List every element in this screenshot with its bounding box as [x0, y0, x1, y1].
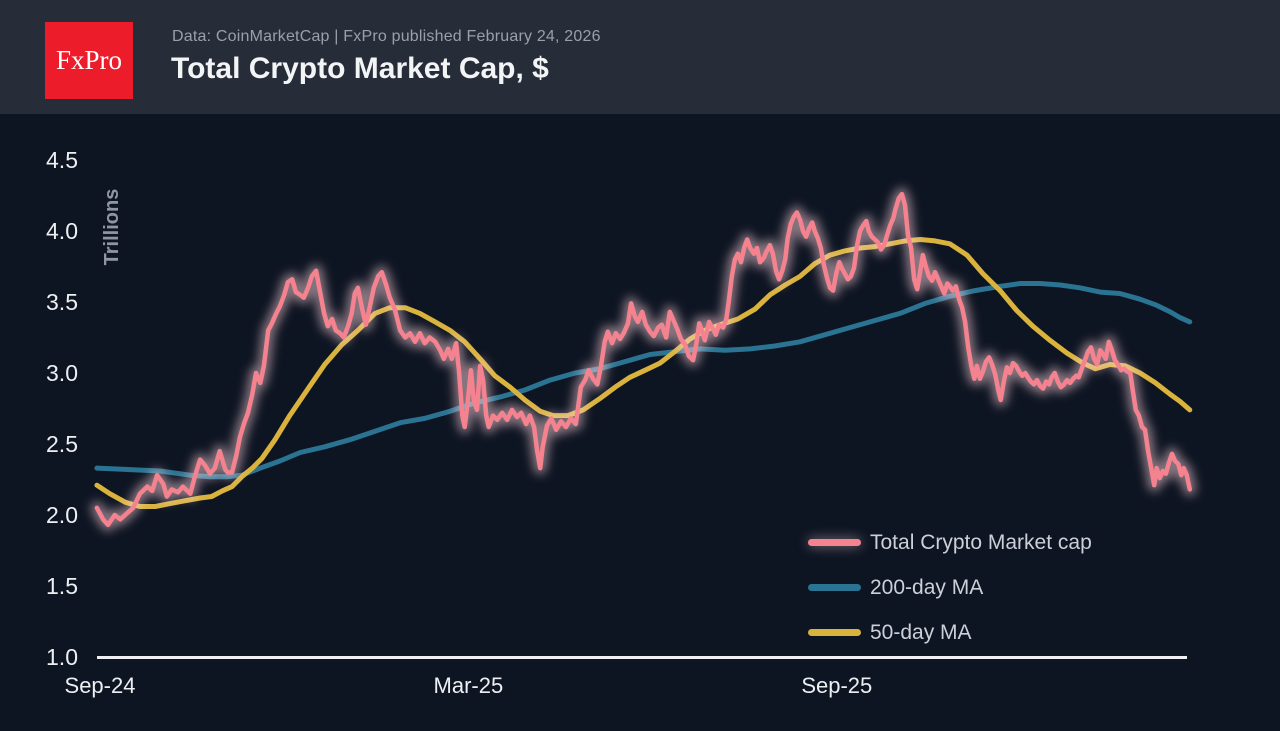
legend-swatch-50-day-ma [808, 629, 861, 636]
series-total-crypto-market-cap-glow [90, 187, 1197, 532]
legend-label-50-day-ma: 50-day MA [870, 620, 972, 644]
header-bar: FxPro Data: CoinMarketCap | FxPro publis… [0, 0, 1280, 114]
x-tick-label-sep-25: Sep-25 [801, 672, 873, 698]
y-tick-label-3.5: 3.5 [46, 289, 78, 315]
series-50-day-ma-line [94, 237, 1193, 509]
legend-item-200-day-ma: 200-day MA [808, 573, 1092, 602]
y-tick-label-2.0: 2.0 [46, 502, 78, 528]
page-title: Total Crypto Market Cap, $ [171, 52, 549, 85]
y-axis-title: Trillions [101, 188, 123, 266]
y-tick-label-3.0: 3.0 [46, 360, 78, 386]
source-line: Data: CoinMarketCap | FxPro published Fe… [172, 28, 601, 45]
legend: Total Crypto Market cap 200-day MA 50-day … [808, 528, 1092, 663]
y-tick-label-4.0: 4.0 [46, 218, 78, 244]
chart-svg [90, 187, 1197, 659]
legend-item-total-crypto-market-cap: Total Crypto Market cap [808, 528, 1092, 557]
legend-label-total-crypto-market-cap: Total Crypto Market cap [870, 530, 1092, 554]
legend-item-50-day-ma: 50-day MA [808, 618, 1092, 647]
legend-swatch-200-day-ma [808, 584, 861, 591]
y-tick-label-1.5: 1.5 [46, 573, 78, 599]
series-total-crypto-market-cap-line [94, 191, 1193, 528]
x-tick-label-mar-25: Mar-25 [433, 672, 504, 698]
y-tick-label-2.5: 2.5 [46, 431, 78, 457]
x-tick-label-sep-24: Sep-24 [64, 672, 136, 698]
fxpro-logo-text: FxPro [55, 45, 123, 75]
y-tick-label-1.0: 1.0 [46, 644, 78, 670]
legend-label-200-day-ma: 200-day MA [870, 575, 984, 599]
fxpro-logo: FxPro [45, 22, 133, 99]
y-tick-label-4.5: 4.5 [46, 147, 78, 173]
legend-swatch-total-crypto-market-cap [808, 539, 861, 546]
